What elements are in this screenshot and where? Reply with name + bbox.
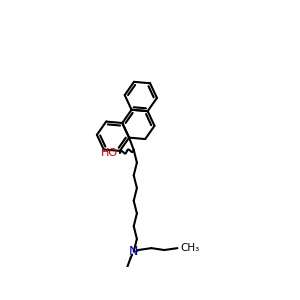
Text: N: N: [129, 245, 138, 258]
Text: CH₃: CH₃: [181, 243, 200, 253]
Text: HO: HO: [100, 148, 118, 158]
